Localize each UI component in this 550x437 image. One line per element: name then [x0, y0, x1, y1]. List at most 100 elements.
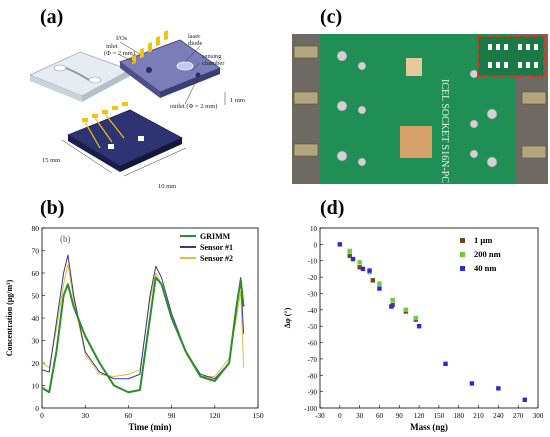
y-axis-label: Concentration (μg/m³): [5, 279, 14, 356]
y-tick-label: -100: [304, 405, 317, 413]
x-tick-label: -30: [315, 412, 325, 420]
x-tick-label: 60: [125, 411, 133, 420]
series-line-1: [41, 254, 245, 380]
series-line-0: [41, 276, 245, 394]
length-label: 10 mm: [158, 183, 176, 190]
y-axis-label: Δφ (°): [283, 307, 292, 328]
data-point-1: [413, 315, 418, 321]
y-tick-label: 0: [35, 404, 39, 413]
data-point-2: [416, 323, 422, 329]
chamber-label: chamber: [202, 60, 225, 67]
copper-pad: [400, 126, 432, 158]
laser-label: laser: [188, 33, 201, 40]
plot-frame: [319, 227, 539, 409]
y-tick-label: 60: [32, 269, 40, 278]
outlet-label: outlet (Φ = 2 mm): [170, 103, 217, 110]
data-point-2: [337, 242, 343, 247]
x-tick-label: 180: [453, 412, 464, 420]
y-tick-label: -10: [308, 258, 318, 266]
inlet-dimension: (Φ = 2 mm): [104, 50, 135, 57]
x-tick-label: 60: [376, 412, 384, 420]
data-point-2: [496, 386, 501, 391]
y-tick-label: 10: [310, 225, 318, 233]
legend-marker: [460, 238, 465, 243]
legend-marker: [460, 266, 465, 271]
silkscreen-text: ICEL SOCKET S16N-PC: [439, 79, 450, 183]
x-tick-label: 120: [209, 411, 221, 420]
y-tick-label: 40: [32, 314, 40, 323]
y-tick-label: -80: [308, 372, 318, 380]
y-tick-label: -30: [308, 290, 318, 298]
chip-layer: [119, 30, 221, 98]
y-tick-label: -20: [308, 274, 318, 282]
data-point-2: [522, 397, 527, 403]
legend-entry: Sensor #1: [200, 243, 233, 252]
data-point-2: [389, 304, 394, 309]
x-axis-label: Time (min): [128, 422, 171, 432]
x-tick-label: 210: [473, 412, 484, 420]
inner-panel-label: (b): [60, 234, 71, 244]
data-point-1: [403, 307, 409, 313]
data-point-2: [443, 361, 448, 367]
panel-label-c: (c): [320, 6, 343, 28]
data-point-2: [350, 256, 356, 262]
legend-entry: GRIMM: [200, 232, 231, 241]
legend-entry: 200 nm: [474, 249, 501, 259]
inset-pads: [488, 44, 538, 68]
data-point-0: [370, 278, 376, 283]
io-label: I/Os: [116, 35, 128, 42]
data-point-2: [367, 268, 372, 273]
y-tick-label: 0: [314, 241, 318, 249]
data-point-1: [347, 248, 352, 254]
legend-marker: [460, 252, 465, 257]
data-point-2: [377, 286, 382, 291]
x-tick-label: 150: [434, 412, 445, 420]
x-tick-label: 240: [493, 412, 504, 420]
zoom-inset: [477, 35, 545, 77]
diode-label: diode: [188, 40, 203, 47]
y-tick-label: -40: [308, 307, 318, 315]
phase-mass-chart: -30 0 30 60 90 120 150 180 210 240 270 300 10 0 -10 -20…: [283, 225, 544, 432]
inlet-label: inlet: [106, 43, 118, 50]
x-tick-label: 0: [40, 411, 44, 420]
thickness-label: 1 mm: [230, 97, 245, 104]
y-tick-label: 80: [32, 224, 40, 233]
y-tick-label: 30: [32, 337, 40, 346]
sensing-label: sensing: [202, 53, 222, 60]
y-tick-label: -70: [308, 356, 318, 364]
data-point-0: [347, 253, 352, 259]
x-tick-label: 90: [168, 411, 176, 420]
y-tick-label: 10: [32, 382, 40, 391]
y-tick-label: -60: [308, 340, 318, 348]
data-point-2: [360, 266, 366, 272]
y-tick-label: 50: [32, 292, 40, 301]
device-exploded-diagram: I/Os inlet (Φ = 2 mm) laser diode sensin…: [28, 30, 245, 190]
data-point-2: [469, 381, 475, 386]
concentration-chart: 0 30 60 90 120 150 0 10 20 30 40 50 60 70 80 Time (min)…: [5, 224, 264, 432]
x-axis-label: Mass (ng): [410, 422, 448, 432]
panel-label-a: (a): [40, 6, 64, 28]
y-tick-label: 70: [32, 247, 40, 256]
legend-entry: Sensor #2: [200, 254, 233, 263]
x-tick-label: 300: [533, 412, 544, 420]
y-tick-label: -50: [308, 323, 318, 331]
x-tick-label: 150: [252, 411, 264, 420]
sensor-chip: [406, 58, 422, 76]
series-line-2: [41, 263, 245, 377]
x-tick-label: 120: [414, 412, 425, 420]
panel-label-d: (d): [320, 197, 345, 219]
cover-layer: [28, 51, 131, 102]
y-tick-label: -90: [308, 389, 318, 397]
legend-entry: 1 μm: [474, 235, 492, 245]
panel-label-b: (b): [40, 197, 65, 219]
y-tick-label: 20: [32, 359, 40, 368]
legend-entry: 40 nm: [474, 263, 496, 273]
x-tick-label: 90: [396, 412, 404, 420]
pcb-layer: [67, 102, 183, 172]
pcb-photo: ICEL SOCKET S16N-PC: [292, 34, 548, 184]
sma-connectors: [293, 45, 547, 159]
data-point-1: [390, 297, 395, 303]
width-label: 15 mm: [42, 157, 60, 164]
x-tick-label: 0: [338, 412, 342, 420]
x-tick-label: 30: [356, 412, 364, 420]
